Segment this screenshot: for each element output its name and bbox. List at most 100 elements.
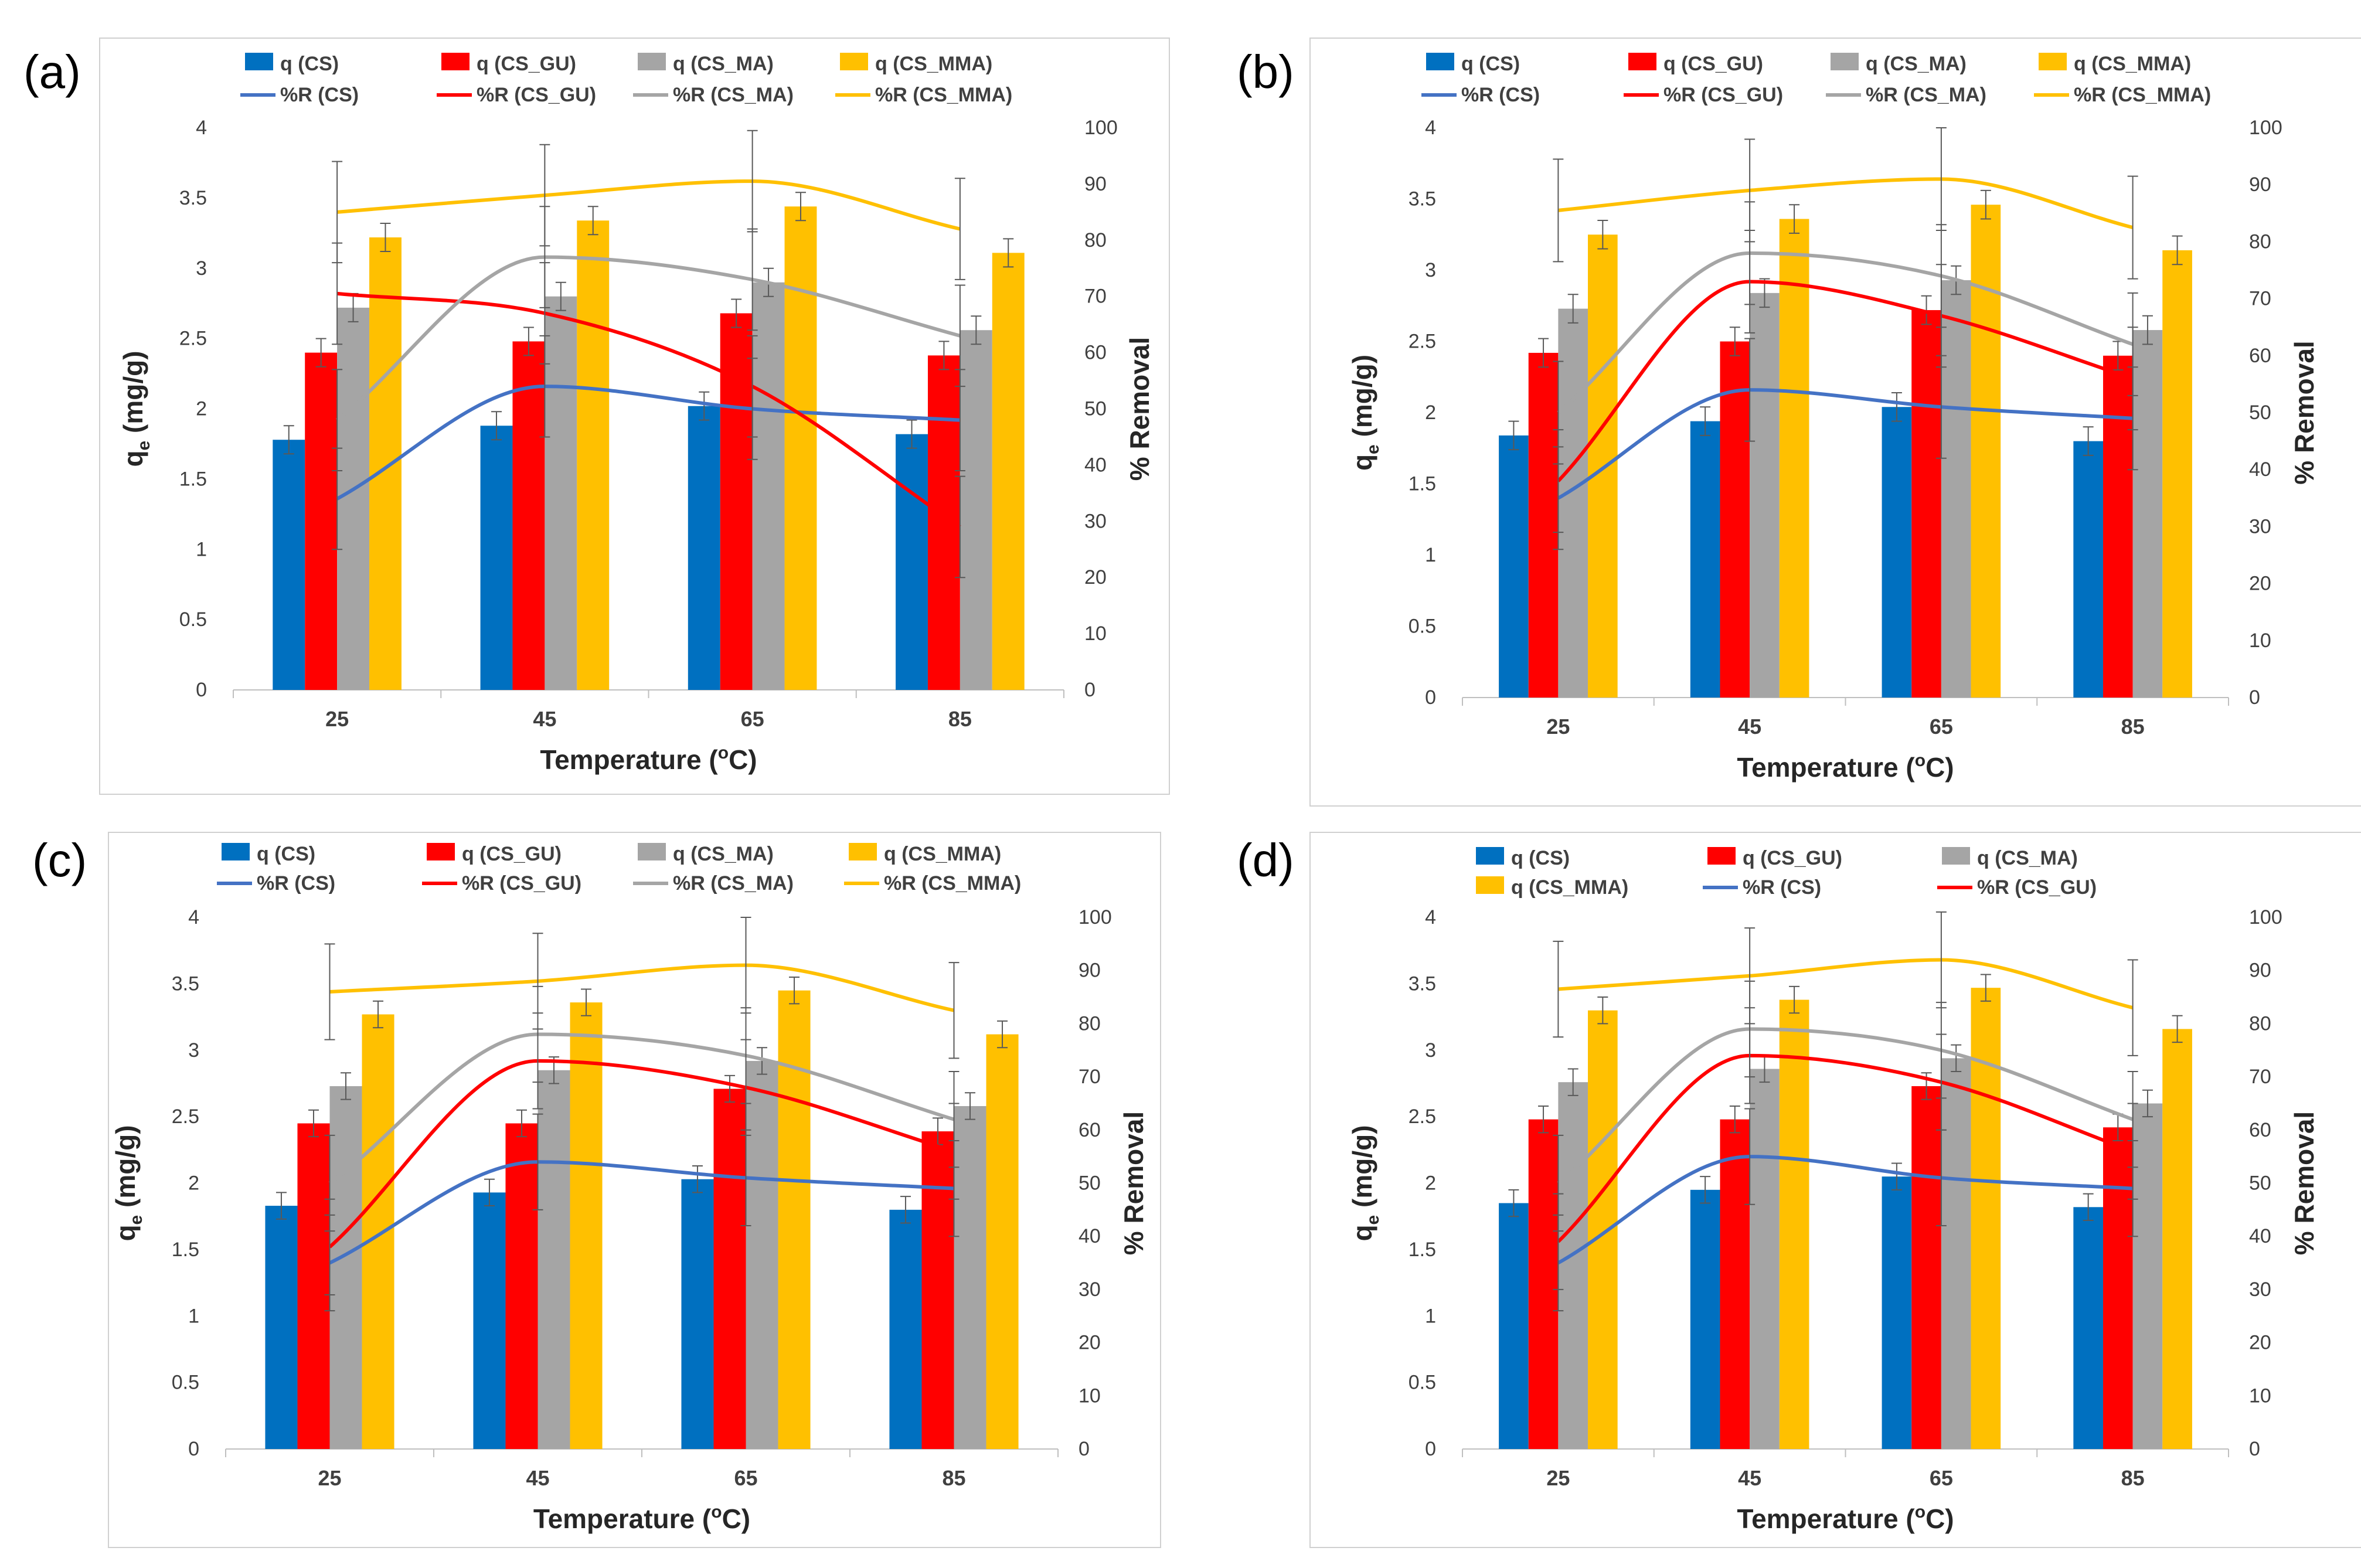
y2-tick-label: 100: [2249, 117, 2282, 139]
x-tick-label: 25: [318, 1466, 341, 1490]
bar-q-cs-mma: [2162, 1029, 2192, 1449]
legend-bar-swatch: [222, 843, 250, 860]
y-tick-label: 0: [1425, 686, 1436, 709]
y-tick-label: 2.5: [1409, 331, 1436, 353]
bar-q-cs-ma: [1558, 308, 1588, 698]
bar-q-cs-mma: [1971, 205, 2001, 698]
bar-q-cs-gu: [2103, 355, 2133, 698]
error-bar: [341, 1072, 352, 1100]
y-tick-label: 1: [188, 1305, 199, 1327]
error-bar: [2083, 1193, 2094, 1221]
y2-tick-label: 80: [1084, 229, 1107, 251]
legend-label: %R (CS_MMA): [884, 872, 1021, 894]
error-bar: [2142, 1089, 2153, 1118]
error-bar: [581, 988, 592, 1016]
legend-label: q (CS_GU): [1743, 847, 1842, 869]
error-bar: [1980, 189, 1991, 220]
y2-tick-label: 70: [1084, 285, 1107, 308]
legend-bar-swatch: [840, 53, 868, 70]
error-bar: [380, 223, 391, 252]
bar-q-cs: [473, 1192, 506, 1449]
legend-label: q (CS): [1461, 53, 1520, 75]
error-bar: [789, 977, 800, 1005]
bar-q-cs-mma: [577, 220, 610, 690]
y-axis-title: qe (mg/g): [110, 1125, 146, 1241]
bar-q-cs-mma: [1588, 234, 1618, 698]
bar-q-cs: [1690, 1189, 1720, 1449]
y2-tick-label: 20: [1079, 1332, 1101, 1354]
line-error-bar: [324, 943, 335, 1040]
legend-label: q (CS_GU): [462, 843, 562, 865]
bar-q-cs-ma: [2132, 1103, 2163, 1449]
bar-q-cs: [1882, 1176, 1912, 1449]
line-r-cs-ma: [328, 1032, 955, 1185]
y-tick-label: 3: [188, 1039, 199, 1062]
legend-label: q (CS): [257, 843, 315, 865]
line-error-bar: [1553, 940, 1564, 1038]
bar-q-cs: [681, 1179, 714, 1449]
legend-label: %R (CS_MA): [673, 872, 794, 894]
x-axis-title: Temperature (oC): [540, 743, 757, 775]
line-error-bar: [747, 335, 758, 438]
y-tick-label: 2: [1425, 1172, 1436, 1195]
y2-tick-label: 60: [2249, 345, 2271, 367]
error-bar: [938, 341, 950, 370]
bar-q-cs-mma: [1779, 999, 1809, 1449]
line-error-bar: [2127, 175, 2138, 280]
line-error-bar: [1744, 1108, 1756, 1205]
legend-bar-swatch: [245, 53, 273, 70]
error-bar: [699, 391, 710, 421]
x-tick-label: 45: [1738, 1466, 1761, 1490]
panel-border: [1309, 38, 2361, 807]
y-tick-label: 4: [1425, 906, 1436, 928]
y2-tick-label: 10: [1084, 623, 1107, 645]
bar-q-cs-mma: [1779, 219, 1809, 698]
error-bar: [1567, 1068, 1578, 1096]
y2-tick-label: 50: [1079, 1172, 1101, 1195]
bar-q-cs-mma: [1588, 1010, 1618, 1449]
bar-q-cs-ma: [954, 1106, 986, 1449]
y-tick-label: 0.5: [1409, 615, 1436, 638]
bar-q-cs: [1499, 435, 1529, 698]
y-tick-label: 1: [1425, 544, 1436, 566]
legend-bar-swatch: [427, 843, 455, 860]
bar-q-cs-gu: [297, 1123, 330, 1449]
line-error-bar: [747, 130, 758, 233]
chart-panel-c: (c)00.511.522.533.5401020304050607080901…: [32, 832, 1161, 1548]
line-r-cs-mma: [1558, 177, 2134, 230]
line-error-bar: [1744, 927, 1756, 1025]
bar-q-cs-gu: [512, 341, 545, 690]
legend-bar-swatch: [1476, 847, 1504, 865]
y2-tick-label: 70: [2249, 288, 2271, 310]
error-bar: [315, 338, 326, 368]
error-bar: [1789, 985, 1800, 1014]
y-axis-title: qe (mg/g): [118, 351, 154, 467]
x-tick-label: 25: [1546, 1466, 1570, 1490]
line-error-bar: [1744, 338, 1756, 442]
x-axis-title: Temperature (oC): [1737, 1502, 1954, 1534]
bar-q-cs: [688, 406, 720, 690]
y-tick-label: 0: [188, 1438, 199, 1460]
line-error-bar: [332, 161, 343, 264]
chart-panel-d: (d)00.511.522.533.5401020304050607080901…: [1237, 832, 2361, 1548]
y-tick-label: 2: [1425, 402, 1436, 424]
x-tick-label: 85: [942, 1466, 965, 1490]
y-tick-label: 1.5: [1409, 1239, 1436, 1261]
y-tick-label: 3: [196, 257, 207, 280]
bar-q-cs-gu: [305, 352, 338, 690]
bar-q-cs: [2073, 1207, 2103, 1449]
error-bar: [965, 1092, 976, 1120]
legend-label: q (CS_GU): [477, 53, 576, 75]
y2-tick-label: 40: [2249, 1225, 2271, 1247]
legend-label: %R (CS_MMA): [875, 84, 1012, 106]
legend-label: %R (CS): [1461, 84, 1540, 106]
y-tick-label: 0: [196, 679, 207, 701]
y-tick-label: 0: [1425, 1438, 1436, 1460]
line-error-bar: [332, 369, 343, 471]
line-error-bar: [532, 1113, 543, 1210]
bar-q-cs-gu: [1720, 1119, 1750, 1449]
error-bar: [1789, 204, 1800, 234]
legend-label: %R (CS): [280, 84, 359, 106]
y-tick-label: 3.5: [172, 972, 199, 995]
